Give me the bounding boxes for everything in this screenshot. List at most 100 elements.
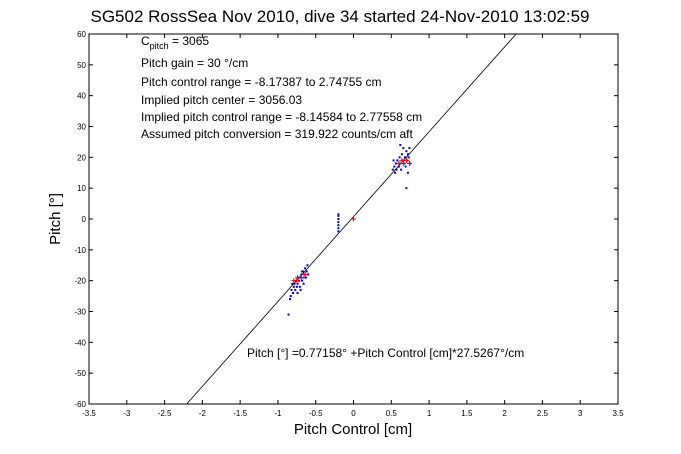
blue-dot-point [404,165,407,168]
blue-dot-point [395,168,398,171]
blue-dot-point [289,298,292,301]
axis-ticks: -3.5 -3 -2.5 -2 -1.5 -1 -0.5 0 0.5 1 1.5 2 2.5 3 3.5 -6… [74,30,624,418]
blue-dot-point [307,273,310,276]
blue-dot-point [398,156,401,159]
blue-dot-point [300,273,303,276]
blue-dot-point [299,288,302,291]
blue-dot-point [287,313,290,316]
y-tick-label: -20 [74,277,86,286]
blue-dot-point [403,156,406,159]
blue-dot-point [408,147,411,150]
chart-title: SG502 RossSea Nov 2010, dive 34 started … [91,7,590,26]
x-tick-label: -2 [199,409,207,418]
y-tick-label: -50 [74,369,86,378]
blue-dot-point [301,279,304,282]
blue-dot-point [402,147,405,150]
x-tick-label: 0.5 [386,409,398,418]
blue-dot-point [406,153,409,156]
red-plus-point [406,161,412,166]
blue-dot-point [400,168,403,171]
y-tick-label: 50 [77,61,86,70]
blue-dot-point [298,285,301,288]
red-plus-point [351,216,356,222]
y-tick-label: 10 [77,184,86,193]
blue-dot-point [337,224,340,227]
annotation-c-pitch: Cpitch = 3065 [141,34,209,51]
blue-dot-point [295,285,298,288]
blue-dot-point [407,156,410,159]
blue-dot-point [292,292,295,294]
blue-dot-point [294,288,297,291]
x-tick-label: 3 [578,409,583,418]
x-tick-label: -0.5 [309,409,323,418]
y-tick-label: 30 [77,123,86,132]
x-tick-label: -1.5 [233,409,247,418]
x-tick-label: 2 [502,409,507,418]
y-tick-label: -60 [74,400,86,409]
blue-dot-point [306,264,309,267]
blue-dot-point [406,171,409,174]
red-plus-point [302,272,308,277]
blue-dot-point [337,213,340,216]
red-plus-point [298,275,304,281]
blue-dot-point [405,150,408,153]
blue-dot-point [292,285,295,288]
x-tick-label: -3.5 [82,409,96,418]
y-tick-label: 60 [77,30,86,39]
blue-dot-point [337,214,340,217]
blue-dot-point [396,159,399,162]
x-tick-label: -2.5 [158,409,172,418]
y-tick-label: -10 [74,246,86,255]
x-tick-label: -1 [274,409,282,418]
red-plus-point [396,161,402,166]
annotation-pitch-gain: Pitch gain = 30 °/cm [141,56,248,70]
blue-dot-point [289,295,292,298]
y-tick-label: -40 [74,338,86,347]
blue-dot-point [304,267,307,270]
blue-dot-point [293,282,296,285]
blue-dot-point [290,288,293,291]
blue-dot-point [392,159,395,162]
blue-dot-point [296,292,299,294]
red-plus-point [399,157,405,163]
blue-dot-point [391,168,394,171]
x-tick-label: -3 [123,409,131,418]
data-points [287,144,412,316]
x-axis-label: Pitch Control [cm] [294,421,412,438]
blue-dot-point [405,187,408,190]
x-tick-label: 1.5 [461,409,473,418]
y-tick-label: 0 [82,215,87,224]
annotation-pitch-control-range: Pitch control range = -8.17387 to 2.7475… [141,75,382,89]
blue-dot-point [337,227,340,230]
y-tick-label: 40 [77,92,86,101]
annotation-implied-pitch-center: Implied pitch center = 3056.03 [141,93,302,107]
annotation-assumed-pitch-conversion: Assumed pitch conversion = 319.922 count… [141,127,413,141]
parameter-annotations: Cpitch = 3065 Pitch gain = 30 °/cm Pitch… [141,34,524,360]
blue-dot-point [393,165,396,168]
c-pitch-value: = 3065 [169,34,210,48]
x-tick-label: 3.5 [612,409,624,418]
blue-dot-point [296,282,299,285]
blue-dot-point [301,270,304,273]
blue-dot-point [305,270,308,273]
red-plus-point [403,157,409,163]
annotation-fit-equation: Pitch [°] =0.77158° +Pitch Control [cm]*… [247,346,524,360]
blue-dot-point [302,282,305,285]
x-tick-label: 2.5 [537,409,549,418]
blue-dot-point [337,218,340,220]
y-axis-label: Pitch [°] [47,193,64,245]
x-tick-label: 1 [427,409,432,418]
annotation-implied-pitch-control-range: Implied pitch control range = -8.14584 t… [141,110,422,124]
blue-dot-point [337,230,340,233]
blue-dot-point [394,171,397,174]
red-plus-point [400,161,406,166]
blue-dot-point [400,153,403,156]
blue-dot-point [291,282,294,285]
red-plus-point [294,278,300,284]
blue-dot-point [397,165,400,168]
blue-dot-point [394,162,397,165]
x-tick-label: 0 [351,409,356,418]
c-pitch-main: C [141,34,150,48]
c-pitch-subscript: pitch [150,41,169,51]
